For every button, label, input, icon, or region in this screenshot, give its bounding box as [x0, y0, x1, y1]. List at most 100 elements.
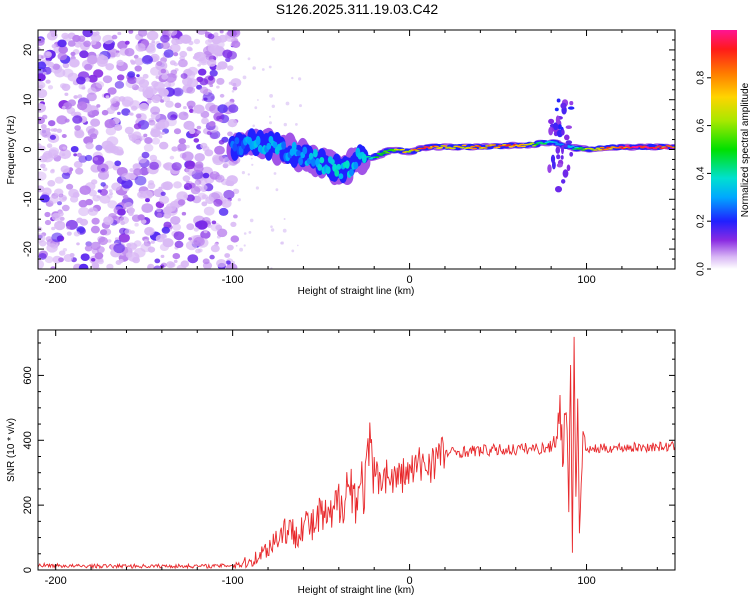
noise-blob: [88, 189, 97, 197]
noise-blob: [143, 133, 148, 138]
noise-blob: [87, 128, 99, 138]
signal-core: [593, 149, 599, 151]
noise-blob: [38, 84, 44, 89]
noise-blob: [173, 52, 179, 57]
noise-blob: [113, 243, 125, 254]
signal-core: [531, 145, 537, 147]
noise-blob: [121, 108, 131, 116]
colorbar-tick-label: 0.4: [696, 166, 707, 180]
noise-blob: [225, 180, 233, 186]
noise-blob: [47, 180, 56, 187]
noise-blob: [164, 206, 173, 214]
noise-blob: [141, 55, 153, 65]
noise-blob: [39, 194, 50, 203]
y-tick-label: 400: [22, 431, 34, 449]
noise-blob: [66, 231, 72, 236]
noise-blob: [218, 34, 228, 43]
signal-core: [506, 144, 512, 146]
noise-blob: [107, 87, 117, 95]
noise-blob: [118, 233, 130, 243]
noise-blob: [141, 203, 154, 214]
noise-blob: [61, 32, 70, 40]
disturbance-blob: [556, 163, 563, 168]
signal-core: [310, 158, 316, 167]
noise-blob: [51, 226, 56, 231]
noise-blob: [162, 238, 174, 248]
noise-dot: [270, 225, 273, 228]
noise-blob: [205, 39, 212, 45]
snr-frame: [37, 329, 676, 571]
noise-blob: [42, 187, 52, 196]
noise-blob: [78, 83, 86, 90]
noise-blob: [183, 194, 188, 199]
noise-blob: [190, 186, 201, 195]
noise-blob: [146, 99, 152, 104]
noise-blob: [107, 200, 118, 209]
noise-blob: [134, 222, 139, 227]
signal-core: [296, 150, 301, 157]
noise-blob: [60, 83, 67, 89]
noise-blob: [50, 169, 55, 174]
y-tick-label: 0: [22, 567, 34, 573]
noise-blob: [184, 160, 196, 170]
y-tick-label: 600: [22, 366, 34, 384]
signal-core: [510, 145, 516, 147]
noise-blob: [59, 149, 72, 160]
noise-blob: [188, 125, 195, 131]
noise-blob: [181, 151, 194, 162]
snr-y-label: SNR (10 * v/v): [6, 418, 17, 482]
noise-blob: [104, 119, 116, 129]
noise-blob: [121, 179, 133, 189]
noise-blob: [38, 37, 45, 46]
noise-blob: [100, 167, 106, 172]
noise-blob: [45, 79, 51, 84]
noise-blob: [50, 128, 55, 132]
noise-blob: [139, 167, 150, 176]
noise-blob: [73, 160, 83, 169]
noise-blob: [106, 136, 119, 147]
noise-blob: [159, 141, 169, 150]
signal-core: [232, 143, 238, 152]
noise-blob: [135, 43, 146, 52]
spectrogram-signal-track: [226, 98, 675, 193]
noise-blob: [114, 81, 125, 89]
signal-core: [521, 145, 526, 148]
disturbance-blob: [568, 106, 575, 110]
noise-blob: [135, 113, 142, 119]
noise-blob: [180, 73, 188, 79]
noise-blob: [230, 78, 242, 88]
noise-blob: [60, 165, 70, 174]
signal-core: [330, 158, 335, 165]
noise-blob: [186, 100, 196, 109]
noise-blob: [76, 152, 82, 158]
signal-core: [442, 145, 448, 147]
signal-core: [334, 169, 340, 177]
noise-blob: [133, 54, 139, 59]
noise-blob: [232, 86, 238, 91]
noise-blob: [172, 87, 184, 97]
noise-blob: [106, 263, 114, 269]
noise-blob: [194, 51, 206, 62]
noise-blob: [127, 71, 136, 78]
signal-core: [603, 148, 609, 150]
signal-core: [574, 146, 579, 149]
noise-blob: [84, 77, 91, 82]
signal-core: [667, 145, 673, 148]
noise-blob: [172, 223, 182, 231]
noise-blob: [135, 76, 145, 85]
signal-core: [374, 156, 380, 158]
noise-blob: [49, 134, 57, 140]
noise-blob: [193, 138, 200, 143]
noise-blob: [76, 217, 84, 224]
noise-dot: [247, 57, 251, 61]
disturbance-blob: [556, 154, 561, 160]
noise-blob: [167, 111, 178, 121]
noise-blob: [62, 62, 70, 69]
noise-dot: [295, 123, 298, 126]
signal-core: [570, 145, 575, 148]
noise-blob: [209, 83, 214, 88]
noise-dot: [291, 76, 294, 80]
noise-blob: [46, 243, 58, 253]
signal-core: [234, 137, 240, 145]
colorbar-gradient: [711, 30, 737, 269]
